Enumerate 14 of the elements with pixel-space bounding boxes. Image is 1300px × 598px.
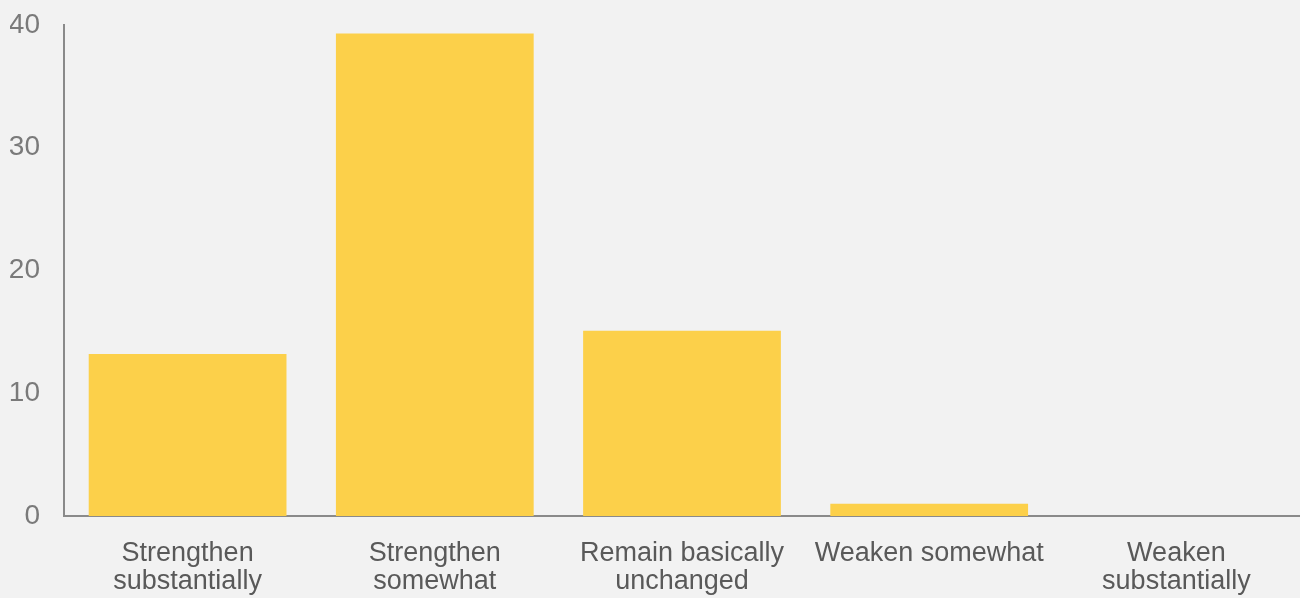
- y-tick-label: 30: [8, 130, 40, 162]
- x-tick-label: Strengthen substantially: [113, 537, 263, 596]
- y-tick-label: 0: [24, 498, 40, 530]
- y-tick-label: 20: [8, 253, 40, 285]
- bar: [335, 33, 534, 516]
- bar: [88, 353, 287, 516]
- x-tick-label: Weaken somewhat: [814, 537, 1045, 568]
- x-tick-label: Weaken substantially: [1102, 537, 1252, 596]
- x-tick-label: Strengthen somewhat: [368, 537, 501, 596]
- bar: [583, 330, 781, 516]
- y-tick-label: 10: [8, 375, 40, 407]
- y-tick-label: 40: [8, 7, 40, 39]
- x-tick-label: Remain basically unchanged: [579, 537, 785, 596]
- bar: [830, 503, 1029, 516]
